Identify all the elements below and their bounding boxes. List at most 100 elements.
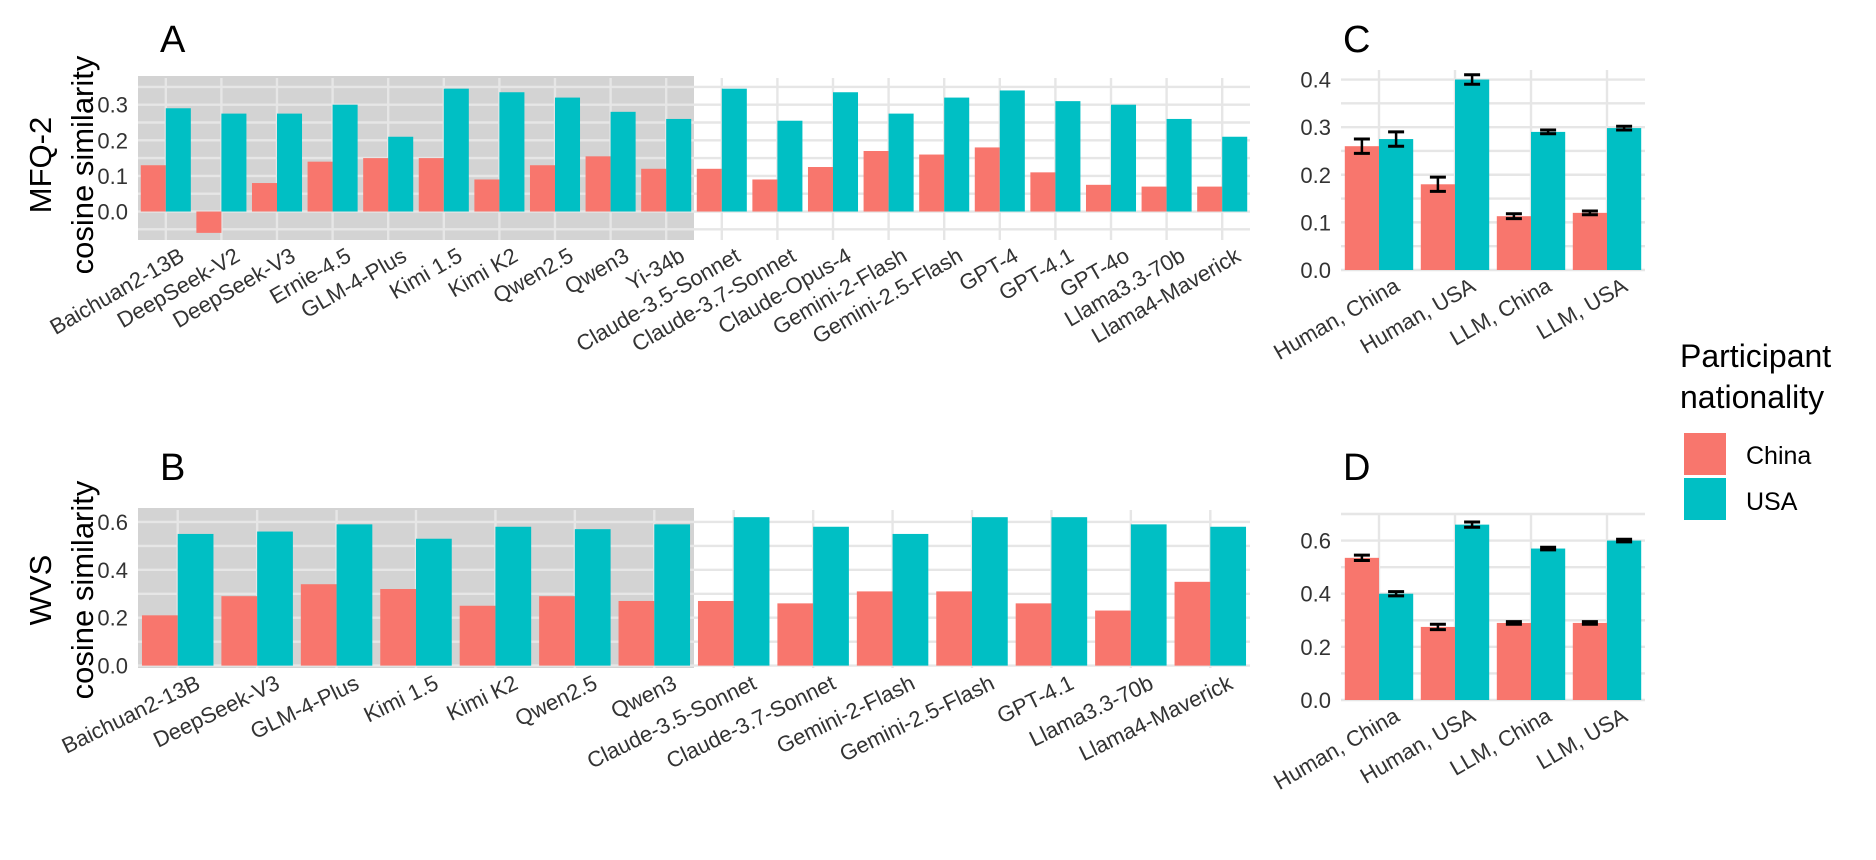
- bar-usa: [654, 524, 691, 666]
- y-tick-label: 0.0: [1300, 258, 1331, 283]
- y-tick-label: 0.2: [1300, 163, 1331, 188]
- bar-china: [856, 591, 893, 666]
- legend: Participant nationality China USA: [1680, 338, 1831, 520]
- error-bar: [1429, 622, 1446, 632]
- bar-usa: [888, 113, 914, 212]
- bar-usa: [1607, 128, 1642, 270]
- x-tick-label: Human, China: [1269, 272, 1404, 364]
- bar-china: [221, 596, 258, 666]
- error-bar: [1581, 209, 1598, 217]
- error-bar: [1464, 73, 1481, 86]
- bar-usa: [1210, 526, 1247, 666]
- error-bar: [1464, 520, 1481, 529]
- panel-letter-d: D: [1343, 447, 1370, 489]
- bar-china: [585, 156, 611, 212]
- panel-letter-b: B: [160, 447, 185, 489]
- y-axis-title: WVS: [23, 555, 58, 626]
- bar-china: [1197, 186, 1223, 212]
- bar-usa: [892, 533, 929, 666]
- y-tick-label: 0.0: [97, 200, 128, 225]
- bar-china: [474, 179, 500, 212]
- bar-usa: [1455, 79, 1490, 271]
- error-bar: [1353, 553, 1370, 562]
- bar-usa: [495, 526, 532, 666]
- legend-swatch-china: [1684, 433, 1726, 475]
- bar-china: [1030, 172, 1056, 212]
- bar-usa: [972, 517, 1008, 666]
- bar-china: [196, 211, 222, 233]
- bar-usa: [221, 113, 247, 212]
- bar-china: [539, 596, 575, 666]
- bar-usa: [257, 531, 293, 666]
- y-tick-label: 0.6: [1300, 529, 1331, 554]
- error-bar: [1540, 128, 1557, 136]
- panel-letter-c: C: [1343, 19, 1370, 61]
- bar-usa: [416, 538, 452, 666]
- bar-usa: [1531, 131, 1566, 270]
- bar-usa: [833, 92, 859, 212]
- error-bar: [1505, 212, 1522, 221]
- bar-usa: [388, 136, 414, 212]
- bar-usa: [1607, 540, 1642, 700]
- y-tick-label: 0.3: [97, 93, 128, 118]
- bar-china: [919, 154, 945, 212]
- bar-china: [1496, 622, 1531, 700]
- bars: [1344, 73, 1642, 271]
- x-tick-label: Qwen2.5: [511, 670, 601, 731]
- y-tick-label: 0.1: [1300, 210, 1331, 235]
- bar-usa: [1130, 524, 1167, 666]
- y-tick-label: 0.4: [1300, 582, 1331, 607]
- bar-usa: [165, 108, 191, 212]
- legend-label-usa: USA: [1746, 488, 1798, 516]
- bar-china: [777, 603, 814, 666]
- y-axis-subtitle: cosine similarity: [65, 55, 100, 274]
- y-tick-label: 0.4: [97, 558, 128, 583]
- legend-title-line2: nationality: [1680, 379, 1824, 415]
- y-axis-title: MFQ-2: [23, 117, 58, 213]
- y-tick-label: 0.2: [97, 128, 128, 153]
- bar-china: [1015, 603, 1052, 666]
- bar-usa: [499, 92, 525, 212]
- bar-china: [1496, 216, 1531, 270]
- error-bar: [1616, 124, 1633, 132]
- y-tick-label: 0.4: [1300, 68, 1331, 93]
- bar-usa: [1166, 118, 1192, 212]
- bar-usa: [1379, 593, 1414, 700]
- bar-china: [1141, 186, 1167, 212]
- bar-china: [752, 179, 778, 212]
- bar-china: [251, 183, 277, 212]
- legend-swatch-usa: [1684, 478, 1726, 520]
- bar-china: [1572, 622, 1607, 700]
- error-bar: [1616, 537, 1633, 544]
- bar-usa: [999, 90, 1025, 212]
- x-tick-label: Kimi 1.5: [360, 670, 442, 727]
- y-tick-label: 0.3: [1300, 115, 1331, 140]
- bar-china: [300, 584, 337, 666]
- bars: [140, 88, 1248, 233]
- bar-china: [1085, 184, 1111, 212]
- bar-china: [307, 161, 333, 212]
- bar-usa: [944, 97, 970, 212]
- y-tick-label: 0.2: [97, 606, 128, 631]
- bar-china: [363, 158, 389, 212]
- bar-china: [863, 150, 889, 212]
- x-tick-label: Qwen3: [560, 243, 633, 300]
- bar-china: [974, 147, 1000, 212]
- y-tick-label: 0.1: [97, 164, 128, 189]
- bars: [1344, 520, 1642, 700]
- bar-usa: [777, 120, 803, 212]
- bar-usa: [1455, 524, 1490, 700]
- bar-china: [380, 589, 416, 666]
- panel-letter-a: A: [160, 19, 186, 61]
- bar-usa: [1055, 101, 1081, 212]
- bar-china: [697, 600, 734, 666]
- bar-usa: [721, 88, 747, 212]
- bar-usa: [1111, 104, 1137, 212]
- error-bar: [1581, 620, 1598, 626]
- bar-usa: [332, 104, 358, 212]
- y-axis-subtitle: cosine similarity: [65, 480, 100, 699]
